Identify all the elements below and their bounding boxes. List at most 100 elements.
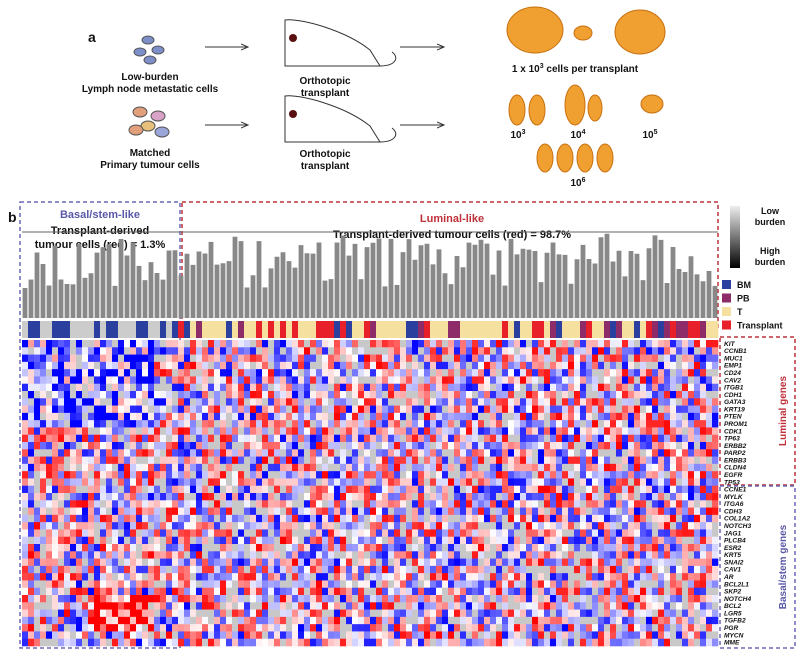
cell <box>214 580 220 588</box>
cell <box>616 362 622 370</box>
cell <box>244 457 250 465</box>
cell <box>658 595 664 603</box>
cell <box>250 537 256 545</box>
cell <box>292 544 298 552</box>
cell <box>652 347 658 355</box>
cell <box>388 384 394 392</box>
cell <box>478 355 484 363</box>
cell <box>292 427 298 435</box>
cell <box>328 559 334 567</box>
cell <box>544 478 550 486</box>
cell <box>328 478 334 486</box>
cell <box>166 624 172 632</box>
cell <box>364 442 370 450</box>
cell <box>472 398 478 406</box>
cell <box>148 362 154 370</box>
cell <box>340 478 346 486</box>
cell <box>238 580 244 588</box>
cell <box>496 610 502 618</box>
cell <box>580 347 586 355</box>
dose-exp: 6 <box>582 177 586 184</box>
cell <box>544 355 550 363</box>
cell <box>310 595 316 603</box>
cell <box>322 544 328 552</box>
cell <box>64 355 70 363</box>
cell <box>250 478 256 486</box>
cell <box>508 449 514 457</box>
cell <box>436 427 442 435</box>
cell <box>616 449 622 457</box>
cell <box>286 471 292 479</box>
cell <box>118 493 124 501</box>
cell <box>268 617 274 625</box>
cell <box>334 471 340 479</box>
cell <box>646 544 652 552</box>
cell <box>82 347 88 355</box>
cell <box>442 551 448 559</box>
cell <box>292 369 298 377</box>
cell <box>448 435 454 443</box>
cell <box>628 427 634 435</box>
cell <box>124 406 130 414</box>
cell <box>700 457 706 465</box>
cell <box>208 464 214 472</box>
cell <box>88 391 94 399</box>
cell <box>346 355 352 363</box>
cell <box>514 449 520 457</box>
cell <box>382 537 388 545</box>
cell <box>604 508 610 516</box>
cell <box>556 347 562 355</box>
cell <box>124 515 130 523</box>
cell <box>634 544 640 552</box>
gene-label: MYLK <box>724 494 744 501</box>
cell <box>280 610 286 618</box>
cell <box>454 588 460 596</box>
cell <box>46 391 52 399</box>
cell <box>376 464 382 472</box>
cell <box>88 384 94 392</box>
cell <box>562 457 568 465</box>
cell <box>574 369 580 377</box>
cell <box>112 427 118 435</box>
cell <box>526 478 532 486</box>
cell <box>202 551 208 559</box>
cell <box>346 449 352 457</box>
cell <box>256 610 262 618</box>
cell <box>232 617 238 625</box>
cell <box>328 398 334 406</box>
cell <box>250 580 256 588</box>
scale-label: burden <box>755 217 786 227</box>
cell <box>310 362 316 370</box>
cell <box>712 362 718 370</box>
cell <box>40 573 46 581</box>
cell <box>82 580 88 588</box>
cell <box>538 362 544 370</box>
cell <box>166 595 172 603</box>
cell <box>148 427 154 435</box>
cell <box>154 602 160 610</box>
cell <box>286 573 292 581</box>
cell <box>574 391 580 399</box>
cell <box>112 529 118 537</box>
cell <box>232 398 238 406</box>
cell <box>220 464 226 472</box>
cell <box>712 406 718 414</box>
cell <box>472 580 478 588</box>
cell <box>184 515 190 523</box>
cell <box>334 580 340 588</box>
cell <box>412 529 418 537</box>
cell <box>706 435 712 443</box>
cell <box>706 588 712 596</box>
cell <box>352 559 358 567</box>
cell <box>64 420 70 428</box>
cell <box>622 624 628 632</box>
cell <box>568 347 574 355</box>
cell <box>82 566 88 574</box>
cell <box>700 347 706 355</box>
cell <box>142 515 148 523</box>
cell <box>646 435 652 443</box>
cell <box>274 442 280 450</box>
cell <box>52 573 58 581</box>
cell <box>280 529 286 537</box>
cell <box>664 551 670 559</box>
